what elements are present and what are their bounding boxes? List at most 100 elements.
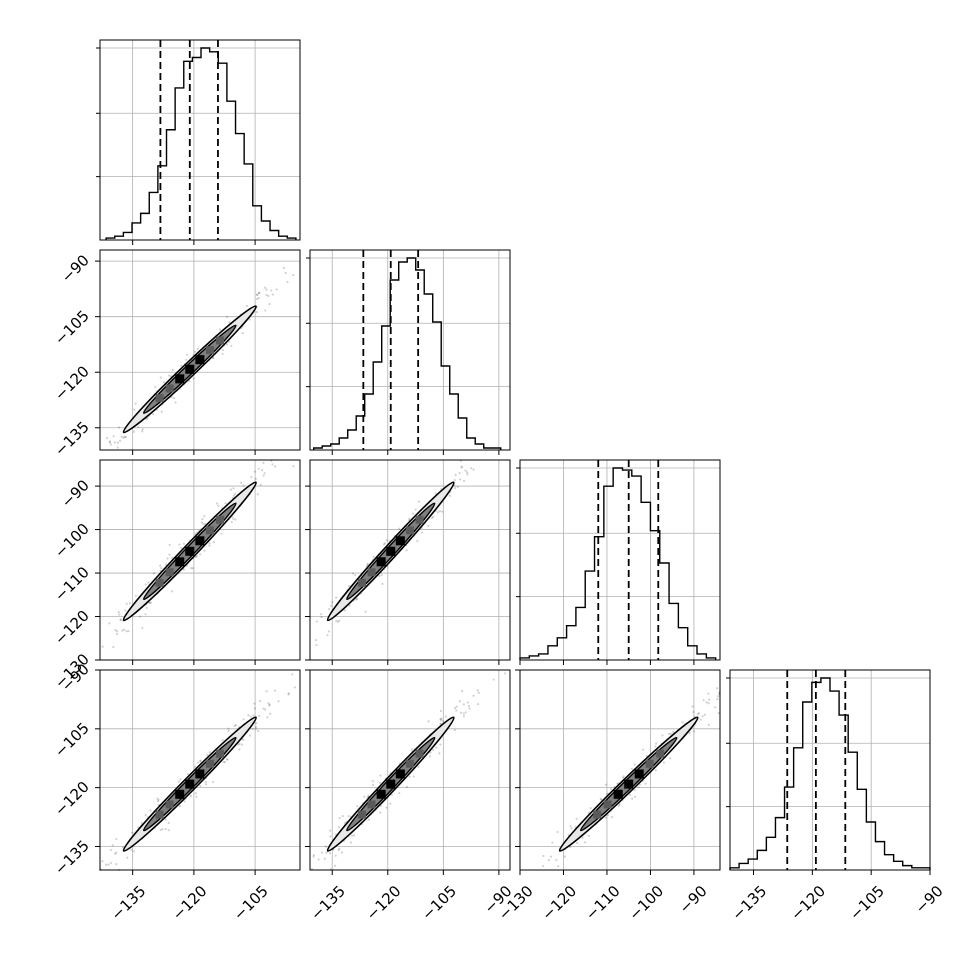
- sample-point: [216, 502, 219, 505]
- x-tick-label-p0: −135: [108, 882, 150, 924]
- panel-2-2: [516, 459, 721, 665]
- x-tick-label-p1: −105: [418, 882, 460, 924]
- sample-point: [268, 303, 271, 306]
- sample-point: [225, 315, 229, 318]
- y-tick-label-p1: −105: [51, 307, 93, 349]
- sample-point: [203, 515, 206, 518]
- sample-point: [134, 594, 137, 597]
- sample-point: [238, 742, 241, 745]
- sample-point: [287, 693, 290, 696]
- x-tick-label-p2: −110: [582, 882, 624, 924]
- panel-2-1: [305, 459, 511, 665]
- density-cell: [367, 568, 376, 577]
- sample-point: [256, 297, 259, 301]
- sample-point: [385, 806, 388, 809]
- sample-point: [661, 734, 664, 737]
- sample-point: [705, 701, 708, 704]
- sample-point: [334, 854, 337, 857]
- sample-point: [271, 463, 274, 466]
- sample-point: [171, 368, 174, 372]
- density-cell: [216, 749, 225, 758]
- sample-point: [149, 601, 153, 604]
- sample-point: [116, 441, 120, 444]
- sample-point: [162, 381, 165, 384]
- sample-point: [211, 780, 215, 784]
- sample-point: [464, 711, 467, 714]
- sample-point: [328, 608, 331, 611]
- sample-point: [273, 465, 277, 468]
- sample-point: [234, 723, 238, 727]
- sample-point: [125, 602, 128, 605]
- sample-point: [227, 729, 230, 733]
- sample-point: [645, 754, 648, 757]
- sample-point: [229, 488, 233, 491]
- sample-point: [448, 494, 451, 497]
- sample-point: [137, 426, 140, 429]
- x-tick-label-p0: −120: [169, 882, 211, 924]
- sample-point: [122, 436, 125, 439]
- sample-point: [440, 717, 443, 720]
- sample-point: [335, 596, 338, 599]
- sample-point: [182, 542, 186, 545]
- histogram-p1: [313, 257, 502, 450]
- sample-point: [167, 374, 171, 377]
- sample-point: [504, 672, 507, 675]
- sample-point: [238, 748, 241, 751]
- sample-point: [655, 742, 658, 745]
- y-tick-label-p3: −105: [51, 719, 93, 761]
- sample-point: [115, 630, 118, 633]
- sample-point: [633, 789, 636, 792]
- sample-point: [325, 851, 328, 854]
- sample-point: [458, 471, 461, 475]
- sample-point: [191, 567, 194, 570]
- density-cell: [603, 800, 612, 809]
- sample-point: [139, 615, 142, 618]
- sample-point: [164, 818, 167, 821]
- sample-point: [563, 855, 566, 858]
- density-cell: [656, 749, 665, 758]
- sample-point: [324, 845, 327, 848]
- sample-point: [132, 850, 135, 853]
- sample-point: [241, 331, 244, 335]
- sample-point: [179, 778, 182, 781]
- sample-point: [291, 673, 294, 676]
- sample-point: [268, 703, 271, 706]
- sample-point: [444, 715, 448, 718]
- sample-point: [328, 852, 332, 855]
- sample-point: [199, 553, 202, 556]
- sample-point: [436, 511, 440, 514]
- y-tick-label-p1: −90: [58, 251, 93, 286]
- sample-point: [604, 816, 607, 819]
- sample-point: [420, 531, 424, 534]
- sample-point: [320, 851, 324, 854]
- density-cell: [175, 789, 185, 799]
- sample-point: [141, 430, 144, 433]
- sample-point: [466, 701, 469, 704]
- sample-point: [225, 758, 228, 761]
- density-cell: [185, 779, 195, 789]
- sample-point: [557, 865, 560, 868]
- sample-point: [380, 574, 383, 577]
- sample-point: [351, 572, 355, 575]
- sample-point: [145, 606, 148, 610]
- sample-point: [144, 583, 147, 586]
- sample-point: [458, 478, 462, 481]
- sample-point: [248, 318, 251, 321]
- sample-point: [378, 781, 382, 784]
- sample-point: [178, 805, 181, 808]
- sample-point: [177, 780, 180, 783]
- sample-point: [204, 780, 207, 784]
- sample-point: [199, 784, 202, 788]
- sample-point: [398, 791, 401, 795]
- sample-point: [669, 732, 672, 735]
- sample-point: [587, 834, 590, 837]
- density-cell: [205, 759, 214, 768]
- x-tick-label-p3: −135: [728, 882, 770, 924]
- sample-point: [144, 813, 147, 817]
- sample-point: [130, 848, 133, 851]
- sample-point: [371, 779, 374, 783]
- sample-point: [379, 774, 382, 777]
- sample-point: [168, 543, 171, 546]
- sample-point: [193, 350, 197, 353]
- sample-point: [389, 802, 392, 805]
